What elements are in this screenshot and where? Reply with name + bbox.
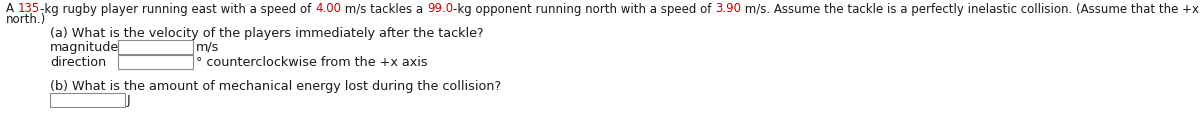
Text: (b) What is the amount of mechanical energy lost during the collision?: (b) What is the amount of mechanical ene…	[50, 80, 502, 93]
Text: -kg opponent running north with a speed of: -kg opponent running north with a speed …	[454, 3, 715, 16]
Text: 99.0: 99.0	[427, 3, 454, 16]
Polygon shape	[50, 93, 125, 107]
Text: ° counterclockwise from the +x axis: ° counterclockwise from the +x axis	[196, 56, 427, 69]
Polygon shape	[118, 55, 193, 68]
Text: 4.00: 4.00	[314, 3, 341, 16]
Text: 135: 135	[18, 3, 40, 16]
Text: direction: direction	[50, 56, 107, 69]
Text: (a) What is the velocity of the players immediately after the tackle?: (a) What is the velocity of the players …	[50, 27, 484, 40]
Text: m/s. Assume the tackle is a perfectly inelastic collision. (Assume that the +x a: m/s. Assume the tackle is a perfectly in…	[742, 3, 1200, 16]
Text: magnitude: magnitude	[50, 41, 119, 54]
Text: m/s: m/s	[196, 41, 220, 54]
Text: m/s tackles a: m/s tackles a	[341, 3, 427, 16]
Text: J: J	[127, 94, 131, 107]
Text: A: A	[6, 3, 18, 16]
Text: north.): north.)	[6, 13, 47, 26]
Text: 3.90: 3.90	[715, 3, 742, 16]
Polygon shape	[118, 40, 193, 53]
Text: -kg rugby player running east with a speed of: -kg rugby player running east with a spe…	[40, 3, 314, 16]
